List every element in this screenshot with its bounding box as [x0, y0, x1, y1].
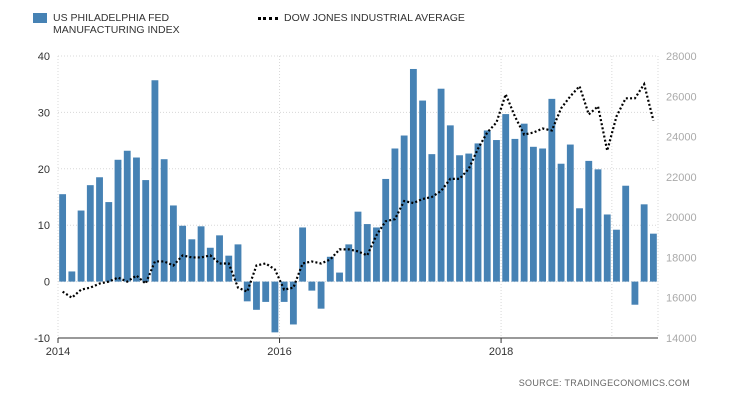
bar: [160, 159, 168, 282]
bar: [243, 281, 251, 302]
bar: [428, 154, 436, 282]
source-note: SOURCE: TRADINGECONOMICS.COM: [518, 378, 690, 388]
bar: [225, 255, 233, 282]
bar: [511, 138, 519, 282]
right-tick-label: 14000: [666, 333, 697, 345]
bar: [446, 125, 454, 282]
right-tick-label: 26000: [666, 91, 697, 103]
bar: [539, 148, 547, 282]
bar: [409, 68, 417, 282]
bar: [502, 114, 510, 282]
right-tick-label: 24000: [666, 132, 697, 144]
bar: [105, 202, 113, 282]
bar: [59, 194, 67, 282]
right-tick-label: 18000: [666, 252, 697, 264]
bar: [188, 239, 196, 282]
bar: [86, 185, 94, 282]
bar: [585, 160, 593, 282]
bar: [216, 235, 223, 282]
right-tick-label: 22000: [666, 172, 697, 184]
bar: [308, 281, 316, 291]
legend-item-bar: US PHILADELPHIA FED MANUFACTURING INDEX: [33, 12, 233, 36]
legend-bar-label: US PHILADELPHIA FED MANUFACTURING INDEX: [53, 12, 180, 36]
right-tick-label: 16000: [666, 293, 697, 305]
bar: [206, 247, 214, 282]
legend-line-label: DOW JONES INDUSTRIAL AVERAGE: [284, 12, 465, 24]
legend-bar-swatch: [33, 13, 47, 23]
left-tick-label: -10: [34, 333, 50, 345]
bar: [594, 169, 602, 282]
bar: [576, 208, 583, 282]
bar: [400, 135, 408, 282]
bar: [373, 227, 380, 282]
bar: [622, 185, 630, 282]
bar-series: [59, 68, 657, 333]
left-tick-label: 0: [44, 277, 50, 289]
bar: [437, 88, 445, 282]
bar: [114, 159, 122, 282]
left-tick-label: 10: [38, 220, 50, 232]
bar: [391, 148, 399, 282]
bar: [520, 123, 528, 282]
bar: [548, 98, 556, 282]
bar: [465, 153, 473, 282]
bar: [280, 281, 288, 302]
bar: [603, 214, 611, 282]
right-tick-label: 28000: [666, 51, 697, 63]
bar: [345, 244, 353, 282]
bar: [649, 233, 657, 282]
right-tick-label: 20000: [666, 212, 697, 224]
bar: [640, 204, 648, 282]
x-tick-label: 2014: [46, 346, 70, 358]
bar: [271, 281, 279, 333]
dow-jones-line: [62, 81, 655, 300]
bar: [613, 229, 620, 282]
left-tick-label: 20: [38, 164, 50, 176]
bar: [529, 146, 537, 282]
bar: [234, 244, 242, 282]
left-tick-label: 30: [38, 107, 50, 119]
legend-item-line: DOW JONES INDUSTRIAL AVERAGE: [258, 12, 465, 24]
bar: [179, 225, 187, 282]
legend-line-swatch: [258, 17, 278, 20]
bar: [382, 178, 390, 282]
line-series: [62, 81, 655, 300]
bar: [326, 256, 334, 282]
axes: -10 0 10 20 30 40 14000 16000 18000 20000 22000 240…: [34, 51, 697, 358]
bar: [299, 227, 307, 282]
bar: [169, 205, 177, 282]
bar: [197, 226, 205, 282]
bar: [77, 210, 85, 282]
x-tick-label: 2018: [489, 346, 513, 358]
x-tick-label: 2016: [267, 346, 291, 358]
bar: [142, 180, 150, 282]
bar: [493, 140, 500, 282]
bar: [336, 272, 343, 282]
bar: [133, 157, 140, 282]
bar: [289, 281, 297, 325]
bar: [354, 211, 362, 282]
bar: [419, 100, 427, 282]
bar: [317, 281, 325, 309]
bar: [151, 80, 159, 282]
bar: [557, 163, 565, 282]
bar: [456, 155, 463, 282]
bar: [123, 150, 131, 282]
bar: [474, 143, 482, 282]
bar: [68, 271, 76, 282]
bar: [631, 281, 639, 305]
bar: [253, 281, 260, 310]
bar: [96, 177, 103, 282]
left-tick-label: 40: [38, 51, 50, 63]
bar: [483, 130, 491, 282]
bar: [566, 144, 574, 282]
bar: [262, 281, 270, 302]
